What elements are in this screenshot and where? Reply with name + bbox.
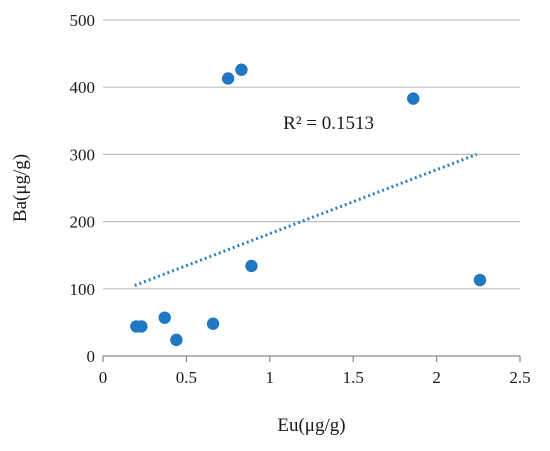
x-tick-label: 0	[99, 368, 108, 387]
x-tick-label: 0.5	[176, 368, 197, 387]
data-point	[158, 311, 171, 324]
data-point	[407, 92, 420, 105]
data-point	[206, 317, 220, 330]
x-tick-label: 1	[266, 368, 275, 387]
y-tick-label: 0	[87, 347, 96, 366]
x-tick-label: 2.5	[509, 368, 530, 387]
r-squared-annotation: R² = 0.1513	[283, 113, 374, 134]
x-tick-label: 2	[432, 368, 441, 387]
y-tick-label: 300	[70, 145, 96, 164]
points-layer	[130, 63, 487, 347]
x-axis-label: Eu(μg/g)	[277, 415, 345, 436]
data-point	[473, 273, 487, 287]
grid-layer	[103, 19, 520, 290]
y-tick-label: 100	[70, 280, 96, 299]
y-axis-label: Ba(μg/g)	[10, 154, 31, 222]
data-point	[170, 333, 183, 347]
labels-layer: Eu(μg/g) Ba(μg/g) R² = 0.1513	[10, 113, 374, 436]
data-point	[245, 259, 258, 273]
axis-layer: 0 100 200 300 400 500 0 0.5 1 1.5 2 2.5	[70, 11, 531, 387]
data-point	[221, 72, 235, 85]
y-tick-label: 500	[70, 11, 96, 30]
y-tick-label: 400	[70, 78, 96, 97]
trendline-layer	[134, 152, 478, 287]
data-point	[135, 320, 148, 333]
data-point	[235, 63, 248, 76]
trendline	[134, 152, 478, 287]
y-tick-label: 200	[70, 213, 96, 232]
x-tick-label: 1.5	[343, 368, 364, 387]
